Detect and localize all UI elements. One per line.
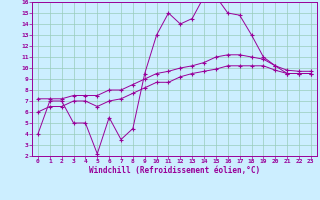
X-axis label: Windchill (Refroidissement éolien,°C): Windchill (Refroidissement éolien,°C) bbox=[89, 166, 260, 175]
